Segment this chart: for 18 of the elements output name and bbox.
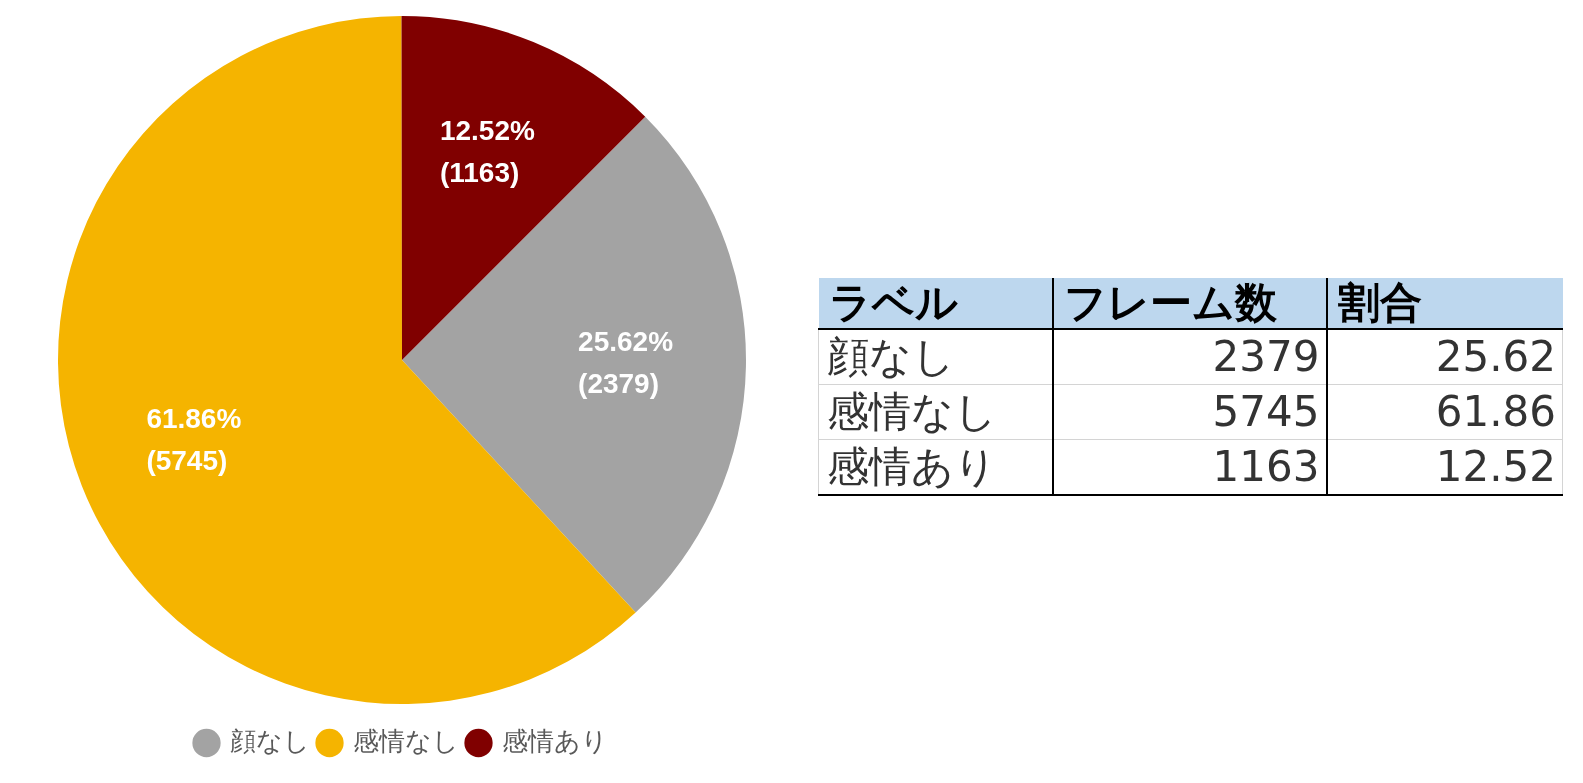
category-label: 感情あり bbox=[827, 442, 997, 491]
legend-label: 顔なし bbox=[229, 725, 310, 756]
data-label: 5745 bbox=[1212, 387, 1320, 436]
legend-label: 感情あり bbox=[501, 725, 608, 756]
data-label: 61.86 bbox=[1435, 387, 1556, 436]
data-label: 2379 bbox=[1212, 332, 1320, 381]
legend-label: 感情なし bbox=[352, 725, 459, 756]
data-label: 12.52 bbox=[1435, 442, 1556, 491]
category-label: 感情なし bbox=[827, 387, 997, 436]
data-label: 61.86% (5745) bbox=[146, 403, 242, 477]
data-label: 1163 bbox=[1212, 442, 1320, 491]
data-label: 12.52% (1163) bbox=[439, 115, 536, 189]
category-label: 顔なし bbox=[827, 332, 955, 381]
text: 割合 bbox=[1337, 278, 1422, 327]
data-label: 25.62 bbox=[1435, 332, 1556, 381]
text: フレーム数 bbox=[1063, 278, 1277, 327]
data-label: 25.62% (2379) bbox=[578, 326, 674, 400]
text: ラベル bbox=[828, 278, 958, 327]
